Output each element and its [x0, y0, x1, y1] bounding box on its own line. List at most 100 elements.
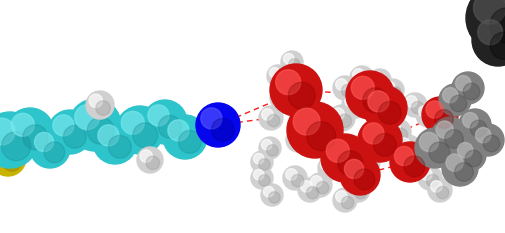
Circle shape — [317, 182, 329, 194]
Circle shape — [178, 130, 201, 153]
Circle shape — [267, 145, 278, 156]
Circle shape — [419, 106, 430, 117]
Circle shape — [418, 166, 442, 190]
Circle shape — [283, 166, 307, 190]
Circle shape — [96, 101, 111, 115]
Circle shape — [450, 95, 467, 112]
Circle shape — [276, 70, 300, 95]
Circle shape — [283, 53, 294, 64]
Circle shape — [432, 117, 468, 153]
Circle shape — [359, 74, 371, 87]
Circle shape — [419, 132, 439, 152]
Circle shape — [452, 72, 484, 104]
Circle shape — [369, 69, 391, 91]
Circle shape — [251, 167, 273, 189]
Circle shape — [259, 175, 270, 186]
Circle shape — [359, 153, 370, 164]
Circle shape — [363, 88, 388, 113]
Circle shape — [490, 8, 505, 43]
Circle shape — [264, 186, 274, 197]
Circle shape — [355, 186, 367, 199]
Circle shape — [93, 120, 137, 164]
Circle shape — [148, 105, 169, 126]
Circle shape — [262, 139, 272, 150]
Circle shape — [436, 186, 449, 199]
Circle shape — [293, 108, 320, 135]
Circle shape — [458, 143, 473, 158]
Circle shape — [261, 184, 283, 206]
Circle shape — [442, 150, 478, 186]
Circle shape — [0, 118, 15, 145]
Circle shape — [308, 173, 332, 197]
Circle shape — [403, 93, 427, 117]
Circle shape — [346, 136, 370, 160]
Circle shape — [273, 89, 284, 100]
Circle shape — [344, 159, 364, 179]
Circle shape — [394, 146, 414, 166]
Circle shape — [196, 103, 240, 147]
Circle shape — [424, 111, 437, 124]
Circle shape — [429, 142, 450, 163]
Circle shape — [338, 114, 351, 128]
Circle shape — [298, 116, 322, 140]
Circle shape — [6, 108, 54, 156]
Circle shape — [398, 138, 411, 150]
Circle shape — [278, 94, 291, 107]
Circle shape — [275, 73, 286, 84]
Circle shape — [448, 138, 462, 152]
Circle shape — [259, 106, 283, 130]
Circle shape — [431, 181, 442, 192]
Circle shape — [251, 151, 273, 173]
Circle shape — [358, 118, 402, 162]
Circle shape — [363, 123, 384, 144]
Circle shape — [351, 76, 374, 99]
Circle shape — [446, 154, 463, 171]
Circle shape — [146, 156, 160, 170]
Circle shape — [321, 159, 332, 170]
Circle shape — [454, 139, 486, 171]
Circle shape — [378, 101, 401, 124]
Circle shape — [454, 163, 473, 181]
Circle shape — [307, 124, 319, 137]
Circle shape — [163, 115, 207, 159]
Circle shape — [44, 142, 65, 163]
Circle shape — [48, 110, 92, 154]
Circle shape — [442, 132, 454, 144]
Circle shape — [436, 121, 453, 138]
Circle shape — [69, 99, 121, 151]
Circle shape — [269, 192, 280, 203]
Circle shape — [286, 169, 297, 180]
Circle shape — [140, 150, 153, 162]
Circle shape — [281, 51, 303, 73]
Circle shape — [490, 32, 505, 59]
Circle shape — [98, 125, 119, 146]
Circle shape — [212, 118, 234, 141]
Circle shape — [89, 94, 103, 107]
Circle shape — [259, 137, 281, 159]
Circle shape — [421, 169, 432, 180]
Circle shape — [298, 178, 322, 202]
Circle shape — [390, 87, 401, 98]
Circle shape — [372, 107, 398, 133]
Circle shape — [459, 109, 491, 141]
Circle shape — [143, 100, 187, 144]
Circle shape — [341, 84, 354, 97]
Circle shape — [87, 117, 114, 144]
Circle shape — [371, 72, 382, 82]
Circle shape — [346, 71, 394, 119]
Circle shape — [326, 139, 349, 162]
Circle shape — [254, 169, 264, 180]
Circle shape — [350, 66, 374, 90]
Circle shape — [356, 150, 380, 174]
Circle shape — [465, 150, 482, 167]
Circle shape — [404, 144, 418, 158]
Circle shape — [439, 84, 471, 116]
Circle shape — [286, 128, 310, 152]
Circle shape — [348, 139, 360, 150]
Circle shape — [201, 108, 222, 129]
Circle shape — [340, 155, 380, 195]
Circle shape — [426, 174, 439, 187]
Circle shape — [444, 130, 463, 148]
Circle shape — [329, 105, 355, 131]
Circle shape — [355, 144, 367, 157]
